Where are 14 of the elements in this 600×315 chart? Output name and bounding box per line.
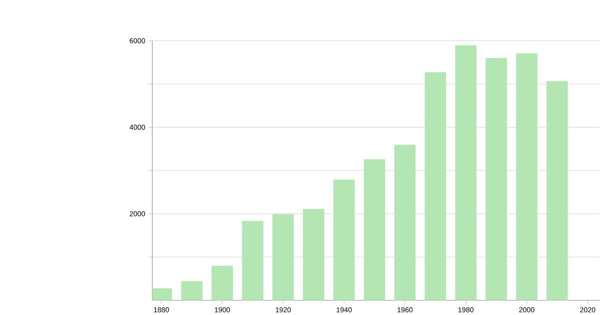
bar xyxy=(455,45,477,300)
bar xyxy=(272,214,294,300)
bar xyxy=(516,53,538,300)
bar xyxy=(302,208,324,300)
bar xyxy=(152,288,172,300)
bar xyxy=(486,58,507,300)
bar xyxy=(181,280,202,300)
bar xyxy=(212,266,233,300)
bar xyxy=(333,179,355,300)
bar xyxy=(242,220,264,300)
bar xyxy=(364,159,386,300)
bar xyxy=(424,72,446,300)
bar xyxy=(546,81,568,300)
bar xyxy=(394,144,416,300)
